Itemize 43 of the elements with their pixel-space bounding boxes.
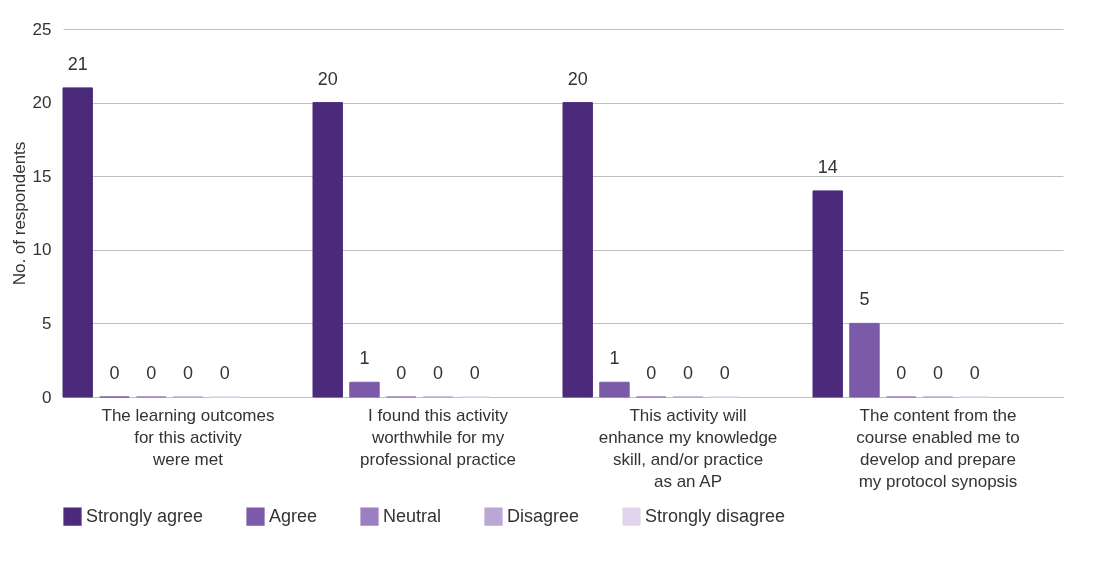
y-tick-label: 5 xyxy=(42,313,52,333)
y-tick-label: 15 xyxy=(32,166,52,186)
y-tick-label: 20 xyxy=(32,93,52,113)
legend-label: Disagree xyxy=(507,505,580,526)
y-tick-label: 25 xyxy=(32,19,52,39)
data-label: 0 xyxy=(219,363,230,383)
bar xyxy=(349,381,380,398)
data-label: 20 xyxy=(567,68,588,89)
data-label: 14 xyxy=(817,156,838,177)
bar xyxy=(849,322,880,398)
data-label: 0 xyxy=(969,363,980,383)
x-tick-label: I found this activity worthwhile for my professional practice xyxy=(360,405,516,469)
data-label: 0 xyxy=(469,363,480,383)
data-label: 1 xyxy=(609,348,620,369)
y-tick-label: 10 xyxy=(32,240,52,260)
data-label: 5 xyxy=(859,289,870,310)
bar xyxy=(812,190,843,398)
bar xyxy=(62,87,93,398)
data-label: 0 xyxy=(182,363,194,383)
data-label: 0 xyxy=(896,363,907,383)
x-tick-label: The learning outcomes for this activity were met xyxy=(101,405,275,469)
x-tick-label: The content from the course enabled me to develop and prepare my protocol synopsis xyxy=(856,405,1020,491)
data-label: 21 xyxy=(67,53,88,74)
data-label: 0 xyxy=(932,363,944,383)
legend-label: Neutral xyxy=(383,505,442,526)
x-tick-label: This activity will enhance my knowledge skill, and/or practice as an AP xyxy=(598,405,778,491)
data-label: 0 xyxy=(682,363,694,383)
bar xyxy=(312,102,343,398)
bar xyxy=(562,102,593,398)
data-label: 0 xyxy=(146,363,157,383)
y-tick-label: 0 xyxy=(42,387,52,407)
bar xyxy=(599,381,630,398)
data-label: 0 xyxy=(432,363,444,383)
data-label: 20 xyxy=(317,68,338,89)
data-label: 1 xyxy=(359,348,370,369)
legend-label: Strongly disagree xyxy=(645,505,786,526)
data-label: 0 xyxy=(646,363,657,383)
data-label: 0 xyxy=(396,363,407,383)
data-label: 0 xyxy=(109,363,120,383)
legend-label: Strongly agree xyxy=(86,505,204,526)
y-axis-title: No. of respondents xyxy=(9,141,29,286)
legend-label: Agree xyxy=(269,505,318,526)
data-label: 0 xyxy=(719,363,730,383)
